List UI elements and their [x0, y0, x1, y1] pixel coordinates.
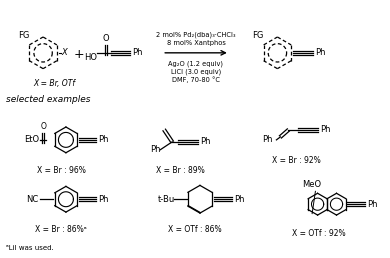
Text: selected examples: selected examples: [6, 95, 91, 104]
Text: FG: FG: [18, 30, 29, 39]
Text: O: O: [102, 34, 109, 43]
Text: +: +: [74, 48, 84, 61]
Text: HO: HO: [84, 53, 97, 62]
Text: X: X: [61, 48, 67, 57]
Text: Ph: Ph: [262, 135, 273, 144]
Text: Ph: Ph: [315, 48, 326, 57]
Text: FG: FG: [252, 30, 264, 39]
Text: Ph: Ph: [98, 135, 108, 144]
Text: X = Br, OTf: X = Br, OTf: [33, 78, 75, 87]
Text: Ag₂O (1.2 equiv): Ag₂O (1.2 equiv): [168, 61, 223, 67]
Text: X = OTf : 86%: X = OTf : 86%: [168, 225, 222, 234]
Text: Ph: Ph: [234, 195, 244, 204]
Text: Ph: Ph: [320, 125, 331, 134]
Text: 2 mol% Pd₂(dba)₃·CHCl₃: 2 mol% Pd₂(dba)₃·CHCl₃: [156, 31, 236, 38]
Text: X = Br : 89%: X = Br : 89%: [156, 166, 204, 175]
Text: DMF, 70-80 °C: DMF, 70-80 °C: [172, 77, 220, 83]
Text: Ph: Ph: [200, 137, 211, 146]
Text: X = Br : 92%: X = Br : 92%: [272, 156, 321, 165]
Text: Ph: Ph: [98, 195, 108, 204]
Text: EtO: EtO: [24, 135, 39, 144]
Text: X = OTf : 92%: X = OTf : 92%: [292, 229, 346, 238]
Text: LiCl (3.0 equiv): LiCl (3.0 equiv): [171, 69, 221, 75]
Text: ᵃLiI was used.: ᵃLiI was used.: [6, 245, 54, 251]
Text: Ph: Ph: [150, 145, 160, 154]
Text: X = Br : 86%ᵃ: X = Br : 86%ᵃ: [35, 225, 87, 234]
Text: X = Br : 96%: X = Br : 96%: [37, 166, 85, 175]
Text: 8 mol% Xantphos: 8 mol% Xantphos: [167, 40, 225, 46]
Text: t-Bu: t-Bu: [158, 195, 176, 204]
Text: Ph: Ph: [133, 48, 143, 57]
Text: O: O: [40, 122, 46, 131]
Text: NC: NC: [26, 195, 39, 204]
Text: MeO: MeO: [303, 180, 322, 189]
Text: Ph: Ph: [367, 200, 378, 209]
